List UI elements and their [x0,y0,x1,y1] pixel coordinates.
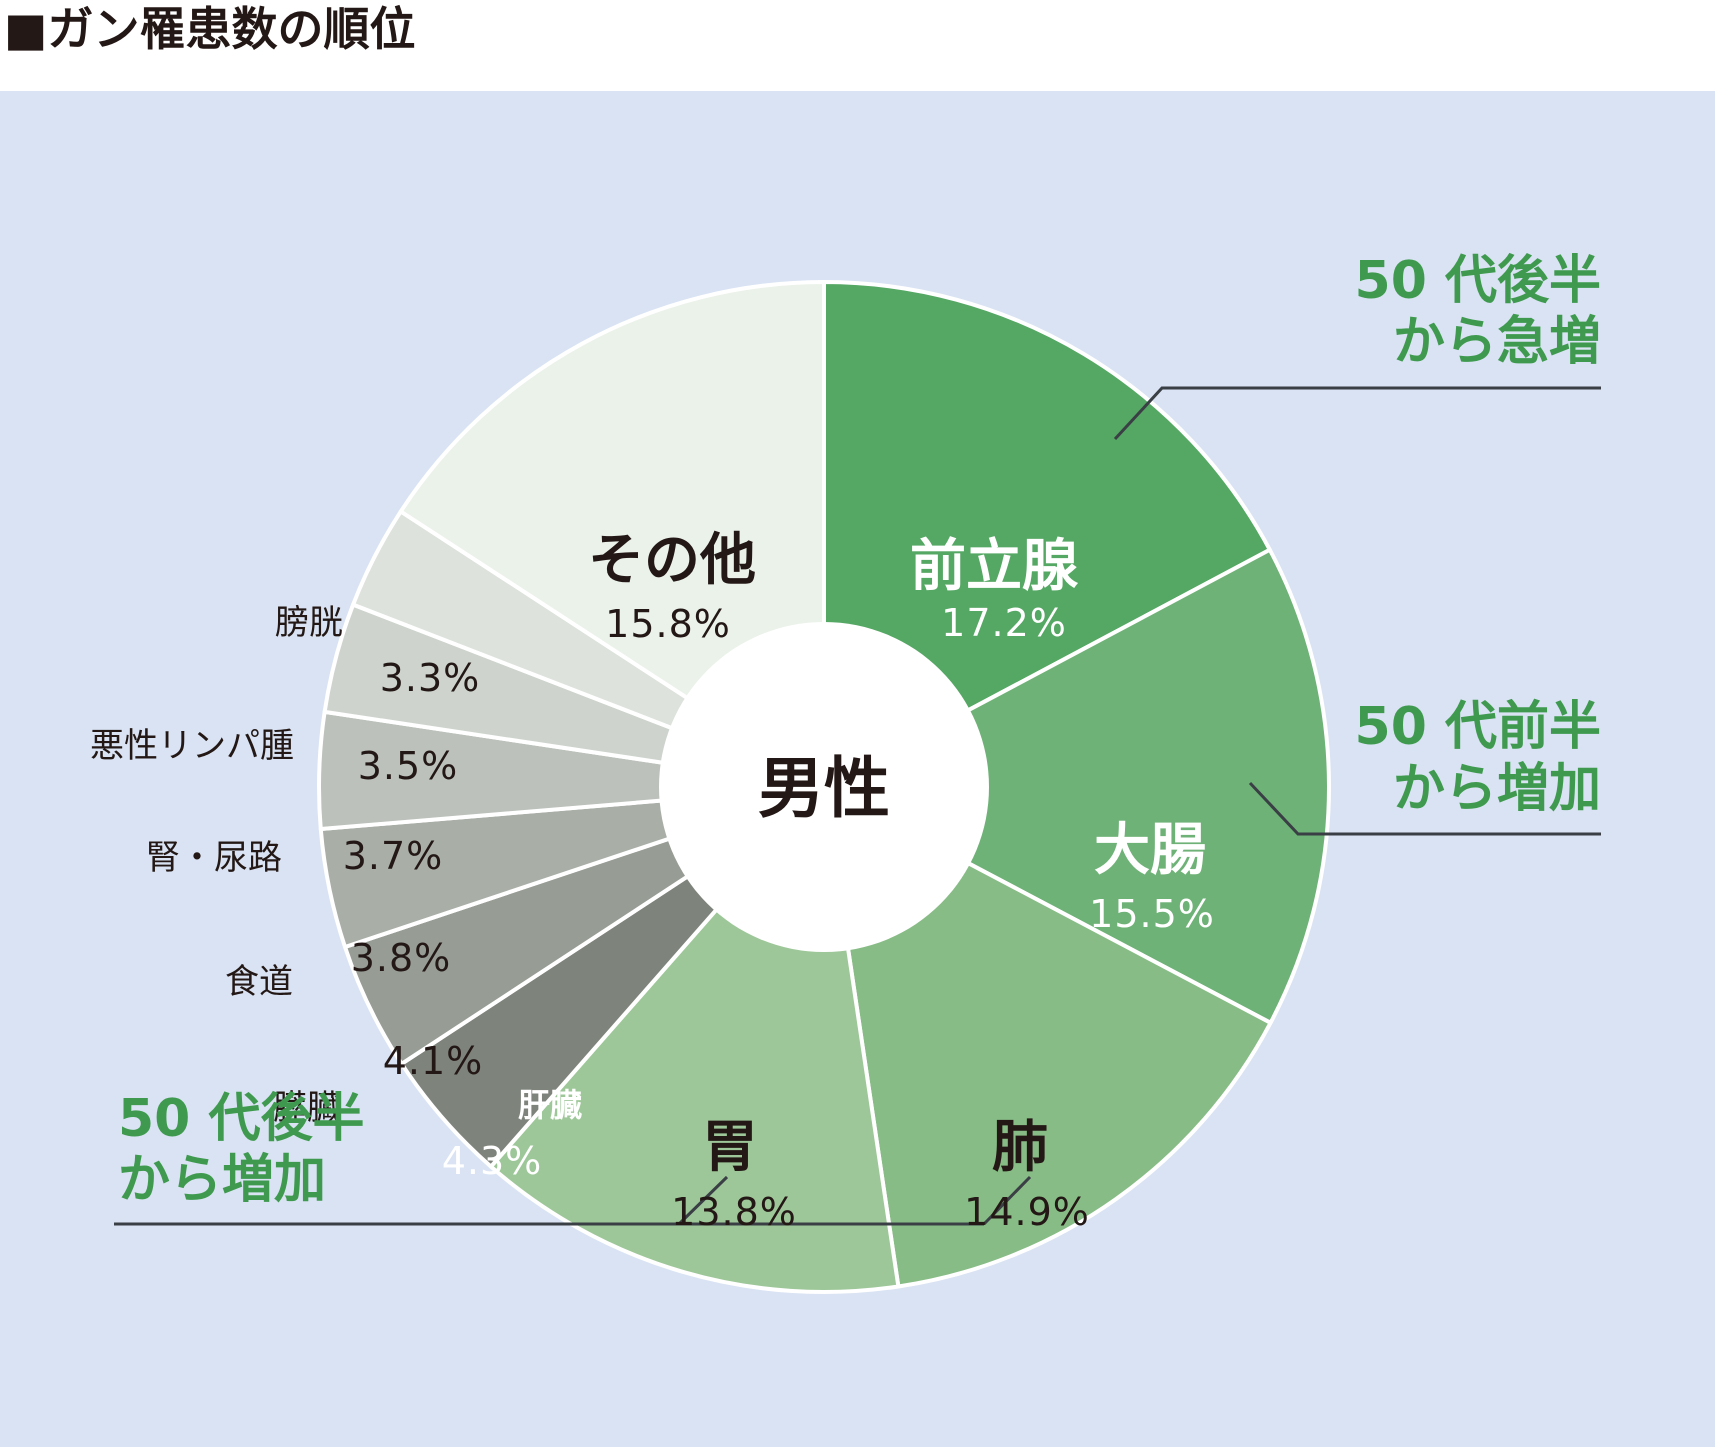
slice-value-label: 3.3% [380,656,481,700]
slice-name-label: 腎・尿路 [146,838,282,878]
slice-name-label: 膵臓 [273,1088,341,1128]
chart-panel: 前立腺 17.2% 大腸 15.5% 肺 14.9% 胃 13.8% 肝臓 4.3% 膵臓 4.1% 食… [0,91,1715,1447]
center-hole [659,622,989,952]
slice-name-label: 悪性リンパ腫 [90,726,294,766]
annotation-line-2: から増加 [1393,759,1601,819]
slice-name-label: その他 [588,528,756,593]
pie-slice-1 [822,280,1272,789]
leader-lines [114,386,1601,1226]
slice-name-label: 食道 [225,962,293,1002]
leader-line [1113,386,1601,441]
slice-value-label: 4.1% [383,1039,484,1083]
slice-value-label: 13.8% [671,1190,797,1234]
annotation-line-1: 50 代後半 [118,1089,364,1149]
leader-line [677,1175,729,1226]
pie-slice-3 [822,785,1273,1289]
center-label: 男性 [758,750,890,827]
slice-value-label: 15.8% [605,602,731,646]
annotation-line-2: から急増 [1393,312,1601,372]
slice-value-label: 17.2% [941,601,1067,645]
annotation-line-1: 50 代後半 [1355,251,1601,311]
annotation-line-2: から増加 [118,1150,326,1210]
slice-name-label: 大腸 [1094,818,1206,883]
slice-value-label: 3.7% [343,834,444,878]
slice-name-label: 膀胱 [275,603,343,643]
slice-name-label: 肝臓 [518,1086,582,1124]
leader-line [1248,781,1601,836]
slice-value-label: 15.5% [1089,892,1215,936]
annotation-line-1: 50 代前半 [1355,697,1601,757]
slice-value-label: 3.5% [358,744,459,788]
slice-name-label: 肺 [992,1115,1048,1180]
slice-value-label: 3.8% [351,936,452,980]
slice-name-label: 前立腺 [910,534,1079,599]
chart-title: ■ガン罹患数の順位 [4,2,416,56]
slice-value-label: 14.9% [964,1190,1090,1234]
slice-value-label: 4.3% [442,1139,543,1183]
pie-slice-2 [822,547,1331,1025]
leader-line [982,1175,1032,1226]
slice-name-label: 胃 [702,1115,758,1180]
